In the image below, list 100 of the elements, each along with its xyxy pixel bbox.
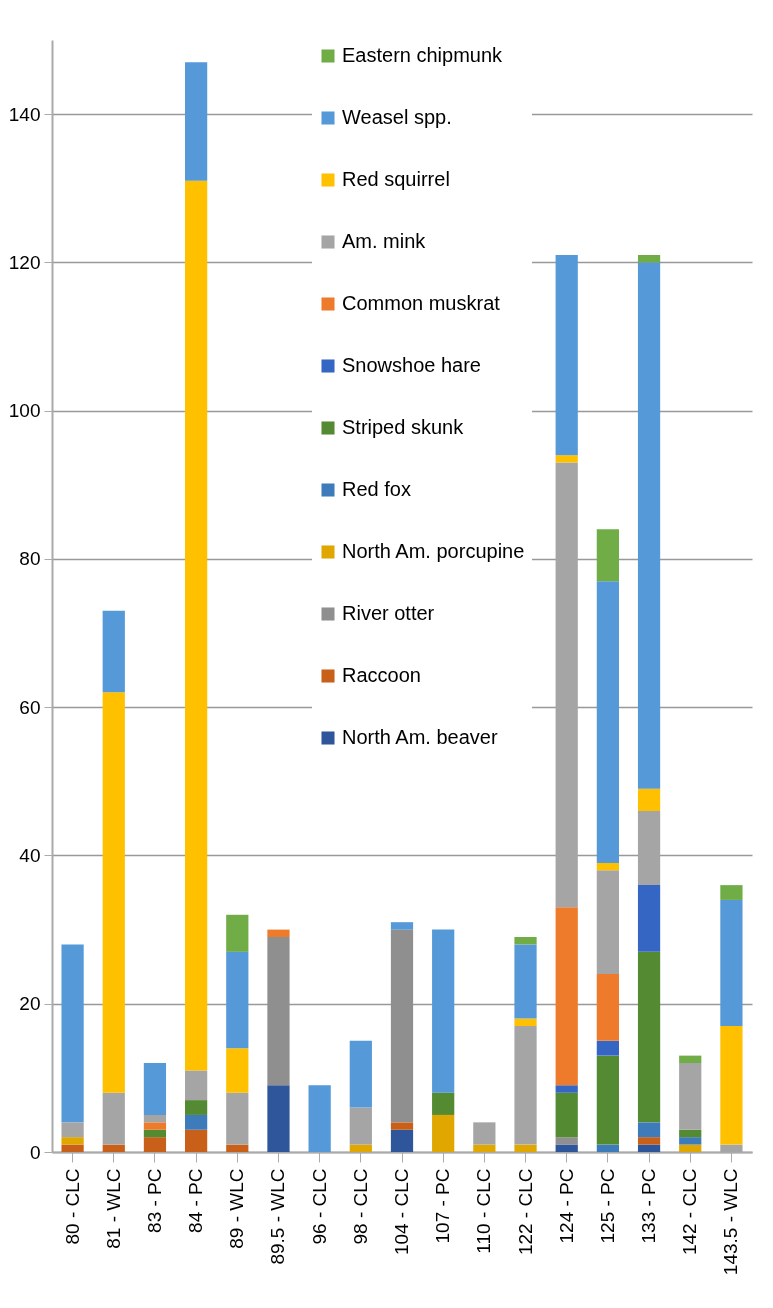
bar [679,1055,702,1064]
bar [226,1092,249,1145]
bar [596,581,619,863]
y-tick-label: 20 [19,993,41,1015]
x-tick-label: 96 - CLC [308,1168,330,1245]
bar [432,1092,455,1115]
bar [637,1144,661,1152]
legend-label: Am. mink [342,230,427,252]
bar [432,929,455,1093]
bar [226,914,249,952]
bar [349,1107,372,1145]
bar [226,1144,249,1152]
bar [637,951,661,1123]
legend-label: Red squirrel [342,168,450,190]
bar [143,1137,167,1152]
bar [473,1122,496,1145]
bar [555,907,578,1086]
bar [555,1085,578,1093]
legend-label: Red fox [342,478,411,500]
bar [596,529,619,582]
x-tick-label: 143.5 - WLC [720,1168,742,1276]
bar [185,1070,208,1101]
bar [267,1085,290,1152]
legend-label: River otter [342,602,435,624]
bar [61,1122,84,1138]
y-tick-label: 140 [8,103,41,125]
bar [143,1129,167,1138]
x-tick-label: 89.5 - WLC [267,1168,289,1265]
bar [349,1040,372,1108]
x-tick-label: 133 - PC [638,1168,660,1244]
bar [514,944,537,1019]
x-tick-label: 122 - CLC [514,1168,536,1256]
y-tick-label: 80 [19,548,41,570]
bar [390,922,414,930]
bar [514,1018,537,1026]
bar [61,1144,84,1152]
legend-label: Raccoon [342,664,421,686]
bar [143,1122,167,1130]
bar [185,1114,208,1130]
x-tick-label: 81 - WLC [102,1168,124,1249]
bar [596,1055,619,1145]
legend-label: North Am. beaver [342,726,498,748]
x-tick-label: 107 - PC [432,1168,454,1244]
legend-label: Striped skunk [342,416,465,438]
bar [185,1100,208,1115]
x-tick-label: 98 - CLC [349,1168,371,1245]
bar [185,62,208,181]
y-tick-label: 120 [8,251,41,273]
bar [473,1144,496,1152]
bar [555,254,578,456]
bar [637,788,661,811]
bar [61,1137,84,1145]
x-tick-label: 110 - CLC [473,1168,495,1254]
y-tick-label: 100 [8,400,41,422]
bar [143,1114,167,1123]
x-tick-label: 89 - WLC [226,1168,248,1249]
bar [102,610,125,693]
bar [185,1129,208,1152]
bar [514,937,537,945]
y-tick-label: 40 [19,844,41,866]
bar [308,1085,331,1152]
bar [596,1040,619,1056]
legend-label: Weasel spp. [342,106,452,128]
bar [555,1144,578,1152]
bar [390,1129,414,1152]
y-tick-label: 60 [19,696,41,718]
bar [185,180,208,1071]
y-tick-label: 0 [29,1141,41,1163]
bar [637,1137,661,1145]
bar [555,1092,578,1138]
legend-label: North Am. porcupine [342,540,525,562]
bar [637,262,661,789]
bar [102,1092,125,1145]
bar [61,944,84,1123]
bar [102,1144,125,1152]
bar [679,1144,702,1152]
bar [637,885,661,952]
bar [596,974,619,1041]
bar [596,870,619,975]
x-tick-label: 142 - CLC [679,1168,701,1256]
bar [679,1063,702,1130]
bar [102,692,125,1093]
bar [267,929,290,938]
x-tick-label: 124 - PC [555,1168,577,1244]
bar [679,1129,702,1138]
bar [514,1025,537,1145]
bar [432,1114,455,1152]
bar [349,1144,372,1152]
bar [143,1063,167,1115]
x-tick-label: 80 - CLC [61,1168,83,1245]
bar [555,455,578,463]
legend-label: Snowshoe hare [342,354,481,376]
bar [596,1144,619,1152]
x-tick-label: 83 - PC [143,1168,165,1233]
bar [226,951,249,1049]
bar [720,1025,743,1145]
bar [720,885,743,900]
bar [390,1122,414,1130]
bar [637,254,661,263]
bar [555,1137,578,1145]
